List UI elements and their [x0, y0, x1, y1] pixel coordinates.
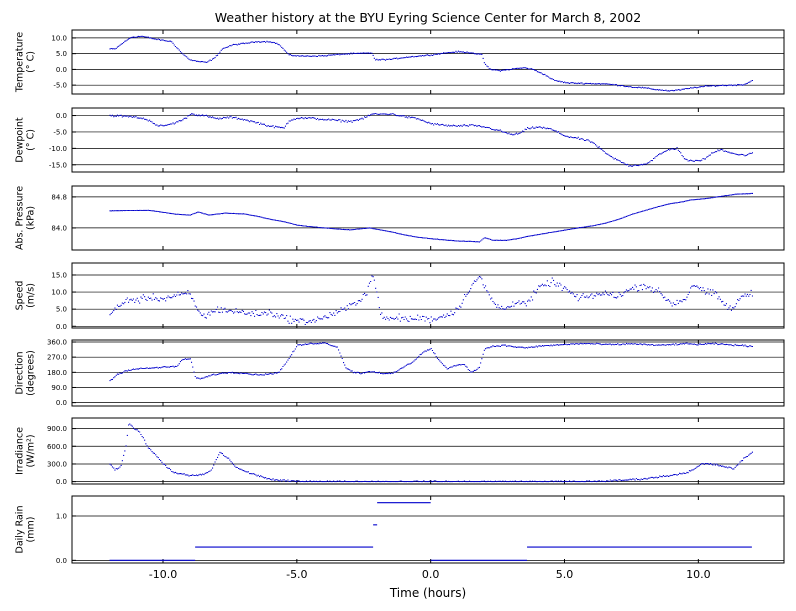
ytick-label-rain: 0.0: [56, 557, 67, 565]
panel-dewpoint: 0.0 -5.0 -10.0 -15.0 Dewpoint(° C): [15, 107, 785, 173]
xtick-label: -10.0: [149, 568, 177, 581]
xtick-label: 10.0: [686, 568, 711, 581]
panel-direction: 360.0 270.0 180.0 90.0 0.0 Direction(degrees): [15, 339, 785, 407]
ylabel-direction: Direction(degrees): [15, 350, 37, 396]
series-rain: [109, 502, 752, 561]
ytick-label-irradiance: 300.0: [47, 460, 67, 468]
panel-pressure: 84.8 84.0 Abs. Pressure(kPa): [15, 185, 785, 251]
ytick-label-dewpoint: -15.0: [49, 161, 67, 169]
ylabel-line1: Daily Rain: [15, 506, 26, 554]
panel-frame-irradiance: [71, 417, 785, 485]
ytick-label-pressure: 84.0: [51, 224, 67, 232]
series-points-temperature: [109, 35, 753, 92]
ytick-label-direction: 180.0: [47, 369, 67, 377]
panel-frame-direction: [71, 339, 785, 407]
ylabel-line1: Temperature: [15, 32, 26, 93]
panel-frame-pressure: [71, 185, 785, 251]
ylabel-irradiance: Irradiance(W/m²): [15, 427, 37, 475]
ylabel-line1: Dewpoint: [15, 117, 26, 162]
series-direction: [109, 342, 753, 382]
ytick-label-speed: 0.0: [56, 323, 67, 331]
ylabel-line2: (mm): [26, 517, 37, 543]
ylabel-line1: Irradiance: [15, 427, 26, 475]
panel-rain: 1.0 0.0 Daily Rain(mm): [15, 495, 785, 565]
xtick-label: 0.0: [422, 568, 440, 581]
panel-temperature: 10.0 5.0 0.0 -5.0 Temperature(° C): [15, 29, 785, 95]
ytick-label-direction: 270.0: [47, 354, 67, 362]
xtick-label: 5.0: [556, 568, 574, 581]
ylabel-pressure: Abs. Pressure(kPa): [15, 186, 37, 250]
panel-frame-rain: [71, 495, 785, 564]
ytick-label-irradiance: 0.0: [56, 478, 67, 486]
ytick-label-dewpoint: 0.0: [56, 112, 67, 120]
ylabel-line2: (m/s): [26, 283, 37, 308]
ytick-label-direction: 360.0: [47, 339, 67, 347]
ylabel-line2: (W/m²): [26, 434, 37, 467]
ytick-label-dewpoint: -10.0: [49, 145, 67, 153]
series-points-pressure: [109, 192, 753, 243]
series-points-direction: [109, 342, 753, 382]
ytick-label-dewpoint: -5.0: [53, 128, 67, 136]
panel-frame-dewpoint: [71, 107, 785, 173]
panel-speed: 15.0 10.0 5.0 0.0 Speed(m/s): [15, 262, 785, 331]
ytick-label-pressure: 84.8: [51, 193, 67, 201]
ylabel-line1: Speed: [15, 281, 26, 311]
series-pressure: [109, 192, 753, 243]
ytick-label-rain: 1.0: [56, 512, 67, 520]
ytick-label-speed: 5.0: [56, 306, 67, 314]
panel-frame-speed: [71, 262, 785, 329]
ytick-label-speed: 15.0: [51, 271, 67, 279]
ylabel-line1: Abs. Pressure: [15, 186, 26, 250]
ylabel-line1: Direction: [15, 352, 26, 395]
series-dewpoint: [109, 112, 753, 167]
ylabel-line2: (kPa): [26, 206, 37, 230]
ytick-label-irradiance: 900.0: [47, 425, 67, 433]
series-points-dewpoint: [109, 112, 753, 167]
ytick-label-temperature: 10.0: [51, 34, 67, 42]
ytick-label-temperature: 5.0: [56, 50, 67, 58]
ytick-label-irradiance: 600.0: [47, 443, 67, 451]
ylabel-speed: Speed(m/s): [15, 281, 37, 311]
ylabel-line2: (degrees): [26, 350, 37, 396]
x-axis: -10.0 -5.0 0.0 5.0 10.0: [149, 568, 711, 581]
series-speed: [109, 275, 753, 326]
ytick-label-direction: 0.0: [56, 399, 67, 407]
ylabel-dewpoint: Dewpoint(° C): [15, 117, 37, 162]
ylabel-line2: (° C): [26, 129, 37, 151]
ytick-label-direction: 90.0: [51, 384, 67, 392]
series-irradiance: [109, 423, 753, 483]
series-points-irradiance: [109, 423, 753, 483]
xtick-label: -5.0: [286, 568, 307, 581]
ytick-label-temperature: -5.0: [53, 82, 67, 90]
ylabel-line2: (° C): [26, 51, 37, 73]
panel-frame-temperature: [71, 29, 785, 95]
panel-irradiance: 900.0 600.0 300.0 0.0 Irradiance(W/m²): [15, 417, 785, 486]
chart-title: Weather history at the BYU Eyring Scienc…: [215, 10, 641, 25]
x-axis-label: Time (hours): [389, 586, 466, 600]
ylabel-temperature: Temperature(° C): [15, 32, 37, 93]
series-temperature: [109, 35, 753, 92]
ylabel-rain: Daily Rain(mm): [15, 506, 37, 554]
ytick-label-temperature: 0.0: [56, 66, 67, 74]
ytick-label-speed: 10.0: [51, 289, 67, 297]
series-points-speed: [109, 275, 753, 326]
